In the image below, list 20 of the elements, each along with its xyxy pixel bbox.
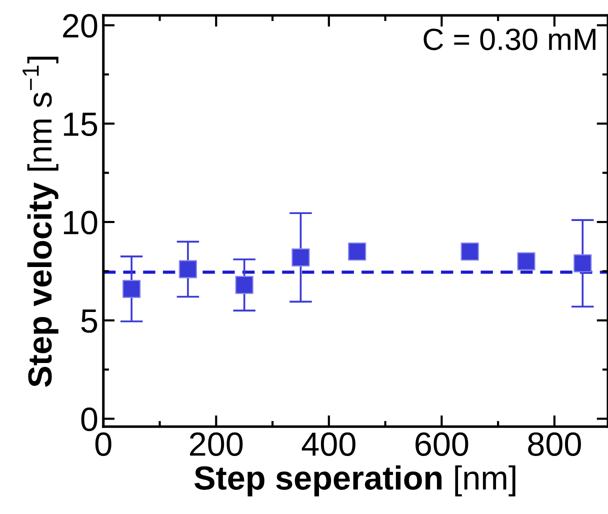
y-axis-title: Step velocity [nm s$^{−1}$] (22, 56, 58, 387)
point (348, 242, 366, 261)
annotation: C = 0.30 mM (424, 28, 596, 50)
point (178, 260, 197, 278)
x-tick-label: 200 (190, 432, 243, 456)
point (574, 254, 592, 272)
y-tick-label: 15 (64, 112, 98, 136)
y-tick-label: 5 (81, 310, 98, 333)
y-tick-label: 10 (64, 210, 98, 234)
y-tick-label: 20 (63, 14, 98, 38)
point (292, 248, 310, 266)
y-tick-label: 0 (81, 408, 98, 432)
x-tick-label: 400 (302, 432, 356, 456)
point (517, 252, 536, 270)
point (460, 242, 479, 261)
x-tick-label: 800 (528, 432, 581, 456)
x-axis-title: Step seperation [nm] (194, 465, 516, 496)
point (122, 280, 141, 298)
point (235, 276, 254, 294)
x-tick-label: 600 (416, 432, 468, 456)
